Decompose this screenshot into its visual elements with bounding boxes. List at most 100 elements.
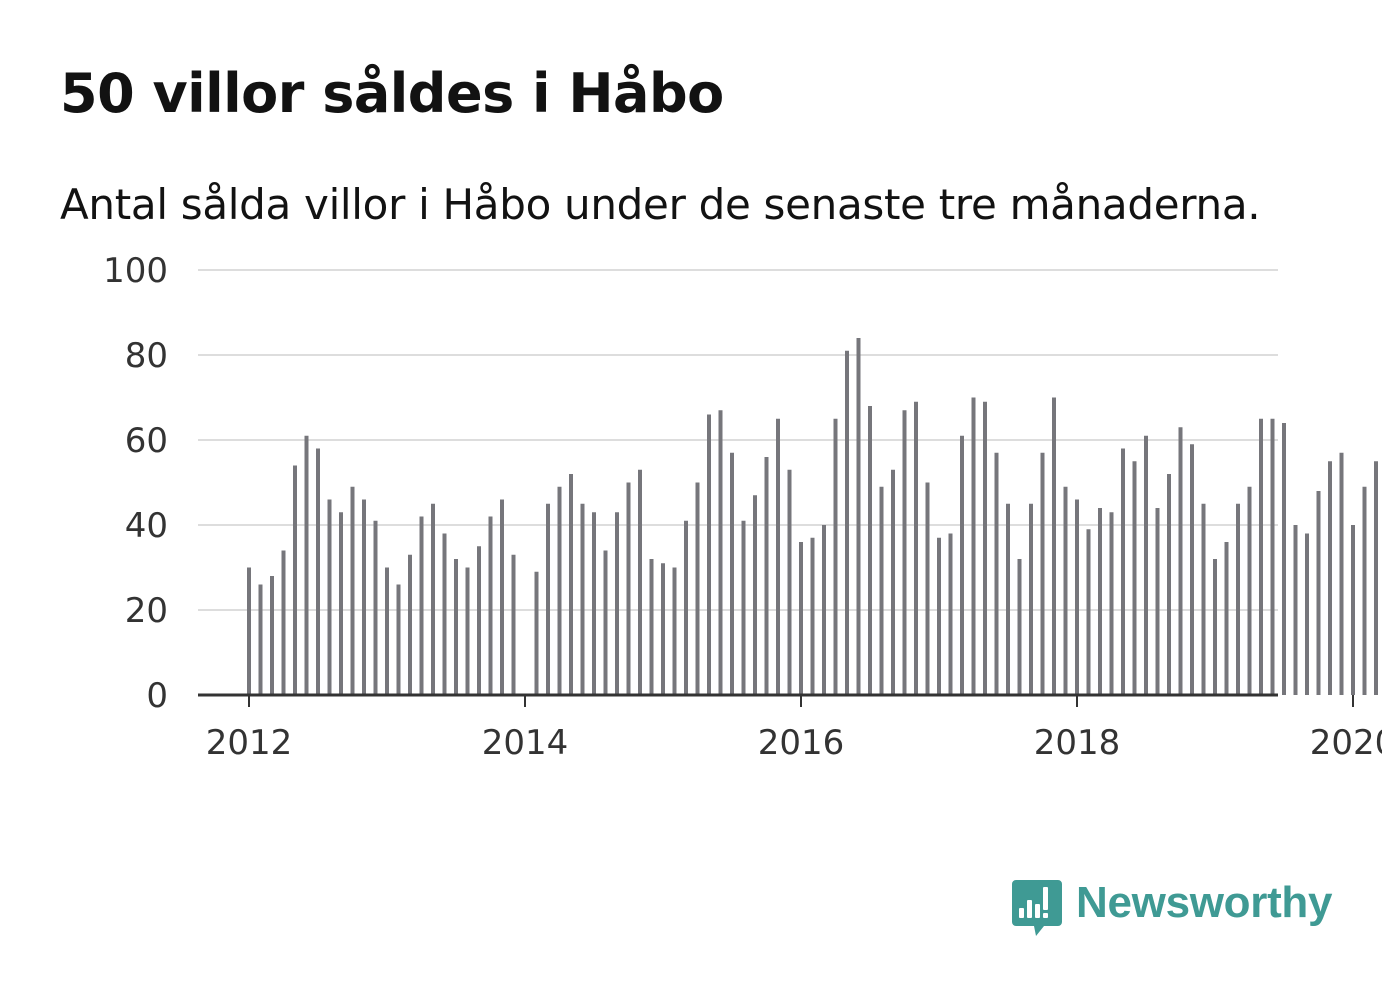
y-tick-label: 40 (125, 506, 168, 546)
brand-name: Newsworthy (1076, 878, 1333, 927)
bar (753, 495, 757, 695)
bar (1121, 448, 1125, 695)
newsworthy-logo: Newsworthy (1010, 878, 1332, 940)
bar (822, 525, 826, 695)
bar (534, 571, 539, 695)
bar (649, 559, 654, 695)
bar (1144, 435, 1148, 695)
bar (914, 401, 918, 695)
bar (971, 397, 976, 695)
x-tick-label: 2020 (1310, 723, 1382, 763)
x-tick-label: 2016 (758, 723, 845, 763)
bar (396, 584, 401, 695)
bar (1213, 559, 1217, 695)
bar (511, 554, 516, 695)
chart-subtitle: Antal sålda villor i Håbo under de senas… (60, 180, 1261, 229)
bar (776, 418, 780, 695)
bar (1247, 486, 1252, 695)
bar (994, 452, 999, 695)
bar (1305, 533, 1309, 695)
chart-title: 50 villor såldes i Håbo (60, 62, 724, 125)
bar (592, 512, 596, 695)
bar (546, 503, 550, 695)
bar (810, 537, 815, 695)
bar (1259, 418, 1263, 695)
x-tick-label: 2014 (482, 723, 569, 763)
newsworthy-logo-icon (1012, 880, 1062, 936)
bar (419, 516, 424, 695)
bars (247, 338, 1378, 695)
bar (845, 350, 849, 695)
bar (293, 465, 297, 695)
bar (431, 503, 435, 695)
bar (764, 457, 769, 695)
bar (799, 542, 803, 695)
bar (695, 482, 700, 695)
bar (1316, 491, 1321, 695)
bar (1017, 559, 1022, 695)
bar (477, 546, 481, 695)
y-tick-label: 20 (125, 591, 168, 631)
bar (661, 563, 665, 695)
bar (1006, 503, 1010, 695)
bar (1190, 444, 1194, 695)
bar (833, 418, 838, 695)
bar (327, 499, 332, 695)
bar (730, 452, 734, 695)
bar (1201, 503, 1206, 695)
bar (891, 469, 895, 695)
bar (856, 338, 861, 695)
bar (454, 559, 458, 695)
bar (339, 512, 343, 695)
y-tick-label: 60 (125, 421, 168, 461)
bar (304, 435, 309, 695)
bar (684, 520, 688, 695)
bar (718, 410, 723, 695)
x-tick-label: 2018 (1034, 723, 1121, 763)
bar (1086, 529, 1091, 695)
bar (1362, 486, 1367, 695)
y-tick-label: 80 (125, 336, 168, 376)
bar (1098, 508, 1102, 695)
bar (741, 520, 746, 695)
axes (198, 693, 1354, 707)
bar (1270, 418, 1275, 695)
bar (1351, 525, 1355, 695)
bar (362, 499, 366, 695)
bar (270, 576, 274, 695)
bar (1293, 525, 1298, 695)
bar (385, 567, 389, 695)
bar-chart: 0204060801002012201420162018202020222024… (103, 251, 1382, 763)
bar (1052, 397, 1056, 695)
bar (1236, 503, 1240, 695)
bar (1167, 474, 1171, 695)
bar (925, 482, 930, 695)
x-tick-label: 2012 (206, 723, 293, 763)
bar (569, 474, 573, 695)
bar (1328, 461, 1332, 695)
bar (1374, 461, 1378, 695)
bar (672, 567, 677, 695)
bar (1224, 542, 1229, 695)
bar (1339, 452, 1344, 695)
bar (465, 567, 470, 695)
bar (983, 401, 987, 695)
bar (316, 448, 320, 695)
bar (350, 486, 355, 695)
bar (902, 410, 907, 695)
bar (707, 414, 711, 695)
bar (373, 520, 378, 695)
bar (1178, 427, 1183, 695)
bar (868, 406, 872, 695)
bar (1282, 423, 1286, 695)
bar (879, 486, 884, 695)
bar (638, 469, 642, 695)
bar (615, 512, 619, 695)
bar (1109, 512, 1114, 695)
y-tick-label: 100 (103, 251, 168, 291)
bar (948, 533, 953, 695)
bar (1155, 508, 1160, 695)
labels: 0204060801002012201420162018202020222024… (103, 251, 1382, 763)
bar (787, 469, 792, 695)
bar (960, 435, 964, 695)
